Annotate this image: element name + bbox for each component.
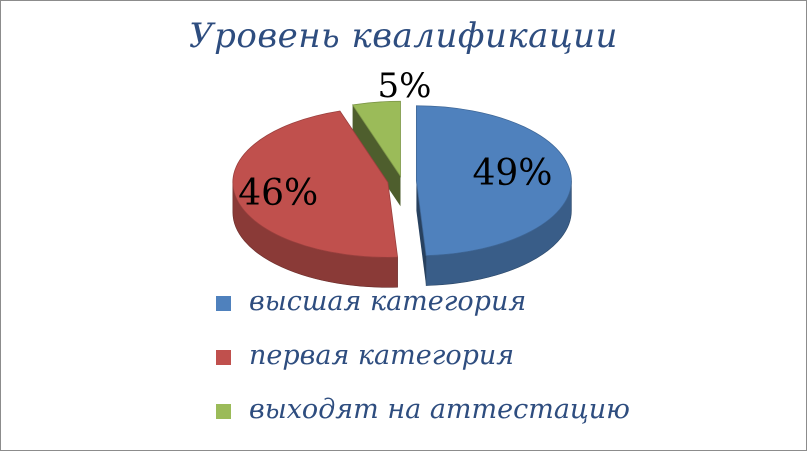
legend-swatch-first [216,350,231,365]
data-label-2: 5% [378,66,432,106]
pie-slice-0 [415,105,572,257]
data-label-0: 49% [472,153,552,194]
chart-title: Уровень квалификации [189,16,618,56]
legend-label-attestation: выходят на аттестацию [249,394,630,425]
legend-label-first: первая категория [249,340,515,371]
data-label-1: 46% [238,173,318,214]
legend-swatch-attestation [216,404,231,419]
legend-label-higher: высшая категория [249,286,527,317]
pie-cut-2 [352,104,401,207]
pie-cut-0 [416,180,427,286]
pie-slice-2 [351,100,401,178]
legend-swatch-higher [216,296,231,311]
pie-slice-1 [232,110,399,258]
